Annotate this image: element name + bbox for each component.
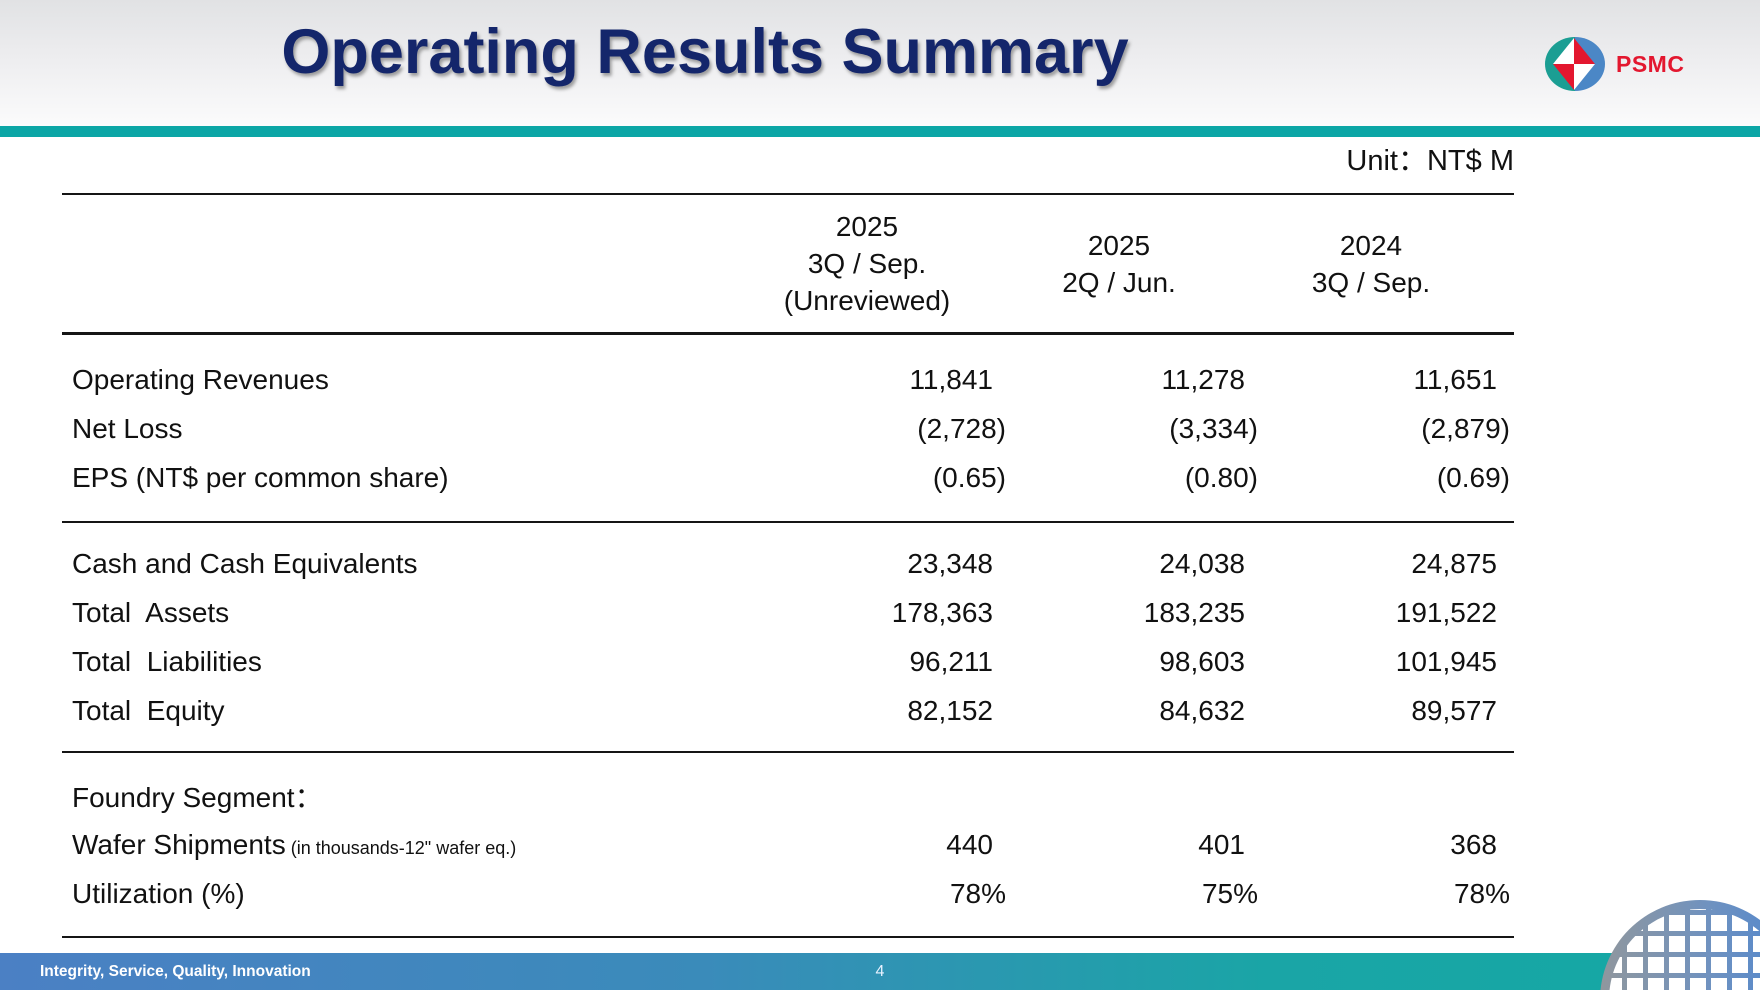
table-row: Cash and Cash Equivalents 23,348 24,038 24,… xyxy=(62,539,1514,588)
table-body: Operating Revenues 11,841 11,278 11,651 Net … xyxy=(62,335,1514,938)
cell-value: 368 xyxy=(1450,828,1497,860)
cell-value: (2,879) xyxy=(1421,412,1510,444)
row-label: Utilization (%) xyxy=(72,877,245,909)
financial-table: 2025 3Q / Sep. (Unreviewed) 2025 2Q / Jun. 20… xyxy=(62,193,1514,938)
cell-value: (2,728) xyxy=(917,412,1006,444)
row-label-note: (in thousands-12" wafer eq.) xyxy=(285,837,517,858)
row-label: Net Loss xyxy=(72,412,183,444)
table-row: Total Liabilities 96,211 98,603 101,945 xyxy=(62,637,1514,686)
cell-value: 440 xyxy=(946,828,993,860)
wafer-graphic xyxy=(1600,900,1760,990)
cell-value: 75% xyxy=(1201,877,1258,909)
row-label: EPS (NT$ per common share) xyxy=(72,461,449,493)
page-number: 4 xyxy=(875,963,885,980)
row-label: Cash and Cash Equivalents xyxy=(72,547,418,579)
table-section: Foundry Segment： Wafer Shipments (in thou… xyxy=(62,753,1514,938)
page-title: Operating Results Summary xyxy=(281,17,1129,87)
cell-value: 11,278 xyxy=(1161,363,1245,395)
footer-motto: Integrity, Service, Quality, Innovation xyxy=(40,963,311,980)
row-label: Total Assets xyxy=(72,596,230,628)
row-label: Foundry Segment： xyxy=(72,781,323,813)
teal-divider xyxy=(0,126,1760,137)
cell-value: 78% xyxy=(1453,877,1510,909)
cell-value: 24,875 xyxy=(1411,547,1497,579)
table-row: Foundry Segment： xyxy=(62,771,1514,820)
column-header: 2025 3Q / Sep. (Unreviewed) xyxy=(783,211,951,316)
table-row: Total Equity 82,152 84,632 89,577 xyxy=(62,686,1514,735)
cell-value: 82,152 xyxy=(907,694,993,726)
header-band xyxy=(0,0,1760,126)
row-label: Wafer Shipments (in thousands-12" wafer … xyxy=(72,828,517,860)
cell-value: 191,522 xyxy=(1395,596,1497,628)
cell-value: (0.80) xyxy=(1184,461,1258,493)
cell-value: 98,603 xyxy=(1159,645,1245,677)
table-row: Net Loss (2,728) (3,334) (2,879) xyxy=(62,404,1514,453)
logo-wordmark: PSMC xyxy=(1616,50,1685,77)
cell-value: 24,038 xyxy=(1159,547,1245,579)
cell-value: 96,211 xyxy=(909,645,993,677)
row-label: Total Equity xyxy=(72,694,225,726)
table-section: Cash and Cash Equivalents 23,348 24,038 24,… xyxy=(62,523,1514,753)
cell-value: (0.69) xyxy=(1436,461,1510,493)
cell-value: 78% xyxy=(949,877,1006,909)
cell-value: 11,651 xyxy=(1413,363,1497,395)
row-label: Operating Revenues xyxy=(72,363,329,395)
table-row: Total Assets 178,363 183,235 191,522 xyxy=(62,588,1514,637)
unit-label: Unit：NT$ M xyxy=(1346,145,1514,177)
row-label: Total Liabilities xyxy=(72,645,262,677)
cell-value: 178,363 xyxy=(891,596,993,628)
footer-bar: Integrity, Service, Quality, Innovation … xyxy=(0,953,1760,990)
column-header: 2025 2Q / Jun. xyxy=(1062,229,1176,298)
psmc-compass-icon xyxy=(1545,37,1605,91)
column-header: 2024 3Q / Sep. xyxy=(1311,229,1431,298)
cell-value: (0.65) xyxy=(932,461,1006,493)
cell-value: 183,235 xyxy=(1143,596,1245,628)
table-header-row: 2025 3Q / Sep. (Unreviewed) 2025 2Q / Jun. 20… xyxy=(62,195,1514,335)
table-row: Utilization (%) 78% 75% 78% xyxy=(62,869,1514,918)
table-row: EPS (NT$ per common share) (0.65) (0.80) (0… xyxy=(62,453,1514,502)
cell-value: 89,577 xyxy=(1411,694,1497,726)
cell-value: 101,945 xyxy=(1395,645,1497,677)
cell-value: 84,632 xyxy=(1159,694,1245,726)
cell-value: (3,334) xyxy=(1169,412,1258,444)
company-logo: PSMC xyxy=(1543,34,1684,94)
table-row: Operating Revenues 11,841 11,278 11,651 xyxy=(62,355,1514,404)
cell-value: 23,348 xyxy=(907,547,993,579)
cell-value: 11,841 xyxy=(909,363,993,395)
table-row: Wafer Shipments (in thousands-12" wafer … xyxy=(62,820,1514,869)
table-section: Operating Revenues 11,841 11,278 11,651 Net … xyxy=(62,335,1514,523)
cell-value: 401 xyxy=(1198,828,1245,860)
